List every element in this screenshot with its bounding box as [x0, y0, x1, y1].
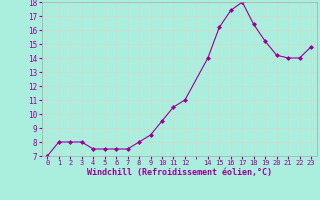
- X-axis label: Windchill (Refroidissement éolien,°C): Windchill (Refroidissement éolien,°C): [87, 168, 272, 177]
